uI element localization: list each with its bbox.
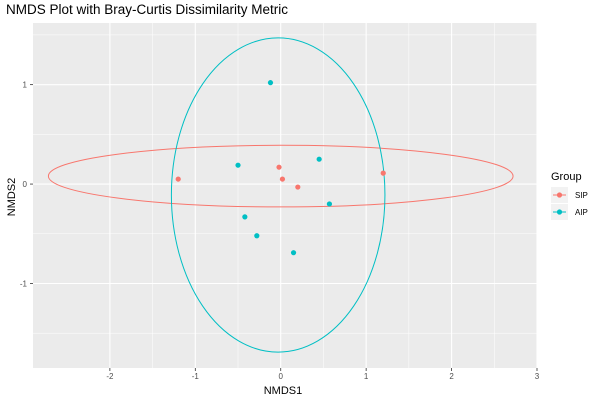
ellipse-aip xyxy=(170,37,386,353)
ellipse-sip xyxy=(47,144,514,208)
point-aip xyxy=(290,250,297,256)
point-sip xyxy=(380,170,386,176)
grid-lines xyxy=(33,23,538,368)
y-tick-label: 0 xyxy=(23,180,28,189)
point-aip xyxy=(316,156,322,162)
point-aip xyxy=(267,80,274,86)
legend-key-point xyxy=(556,209,563,215)
data-points xyxy=(175,80,386,256)
legend-key-point xyxy=(556,192,563,198)
x-tick-label: 3 xyxy=(535,372,540,381)
point-aip xyxy=(235,162,241,168)
point-sip xyxy=(175,176,181,182)
x-tick-label: 0 xyxy=(279,372,284,381)
point-sip xyxy=(279,176,286,182)
point-aip xyxy=(326,201,333,207)
y-axis-title: NMDS2 xyxy=(6,178,18,217)
legend-label-aip: AIP xyxy=(575,208,588,217)
point-aip xyxy=(254,233,260,239)
y-tick-label: -1 xyxy=(20,279,28,288)
legend-title: Group xyxy=(551,171,582,183)
legend: Group SIP AIP xyxy=(551,171,588,220)
legend-label-sip: SIP xyxy=(575,191,588,200)
chart-title: NMDS Plot with Bray-Curtis Dissimilarity… xyxy=(6,2,288,17)
x-axis-title: NMDS1 xyxy=(264,385,303,397)
y-tick-label: 1 xyxy=(23,81,28,90)
axis-ticks: -2 -1 0 1 2 3 -1 0 1 xyxy=(20,81,540,381)
x-tick-label: 2 xyxy=(449,372,454,381)
plot-panel xyxy=(33,23,537,368)
point-aip xyxy=(242,214,248,220)
ellipses xyxy=(47,37,514,353)
x-tick-label: 1 xyxy=(364,372,369,381)
point-sip xyxy=(276,164,282,170)
x-tick-label: -1 xyxy=(192,372,200,381)
point-sip xyxy=(295,184,301,190)
x-tick-label: -2 xyxy=(106,372,114,381)
